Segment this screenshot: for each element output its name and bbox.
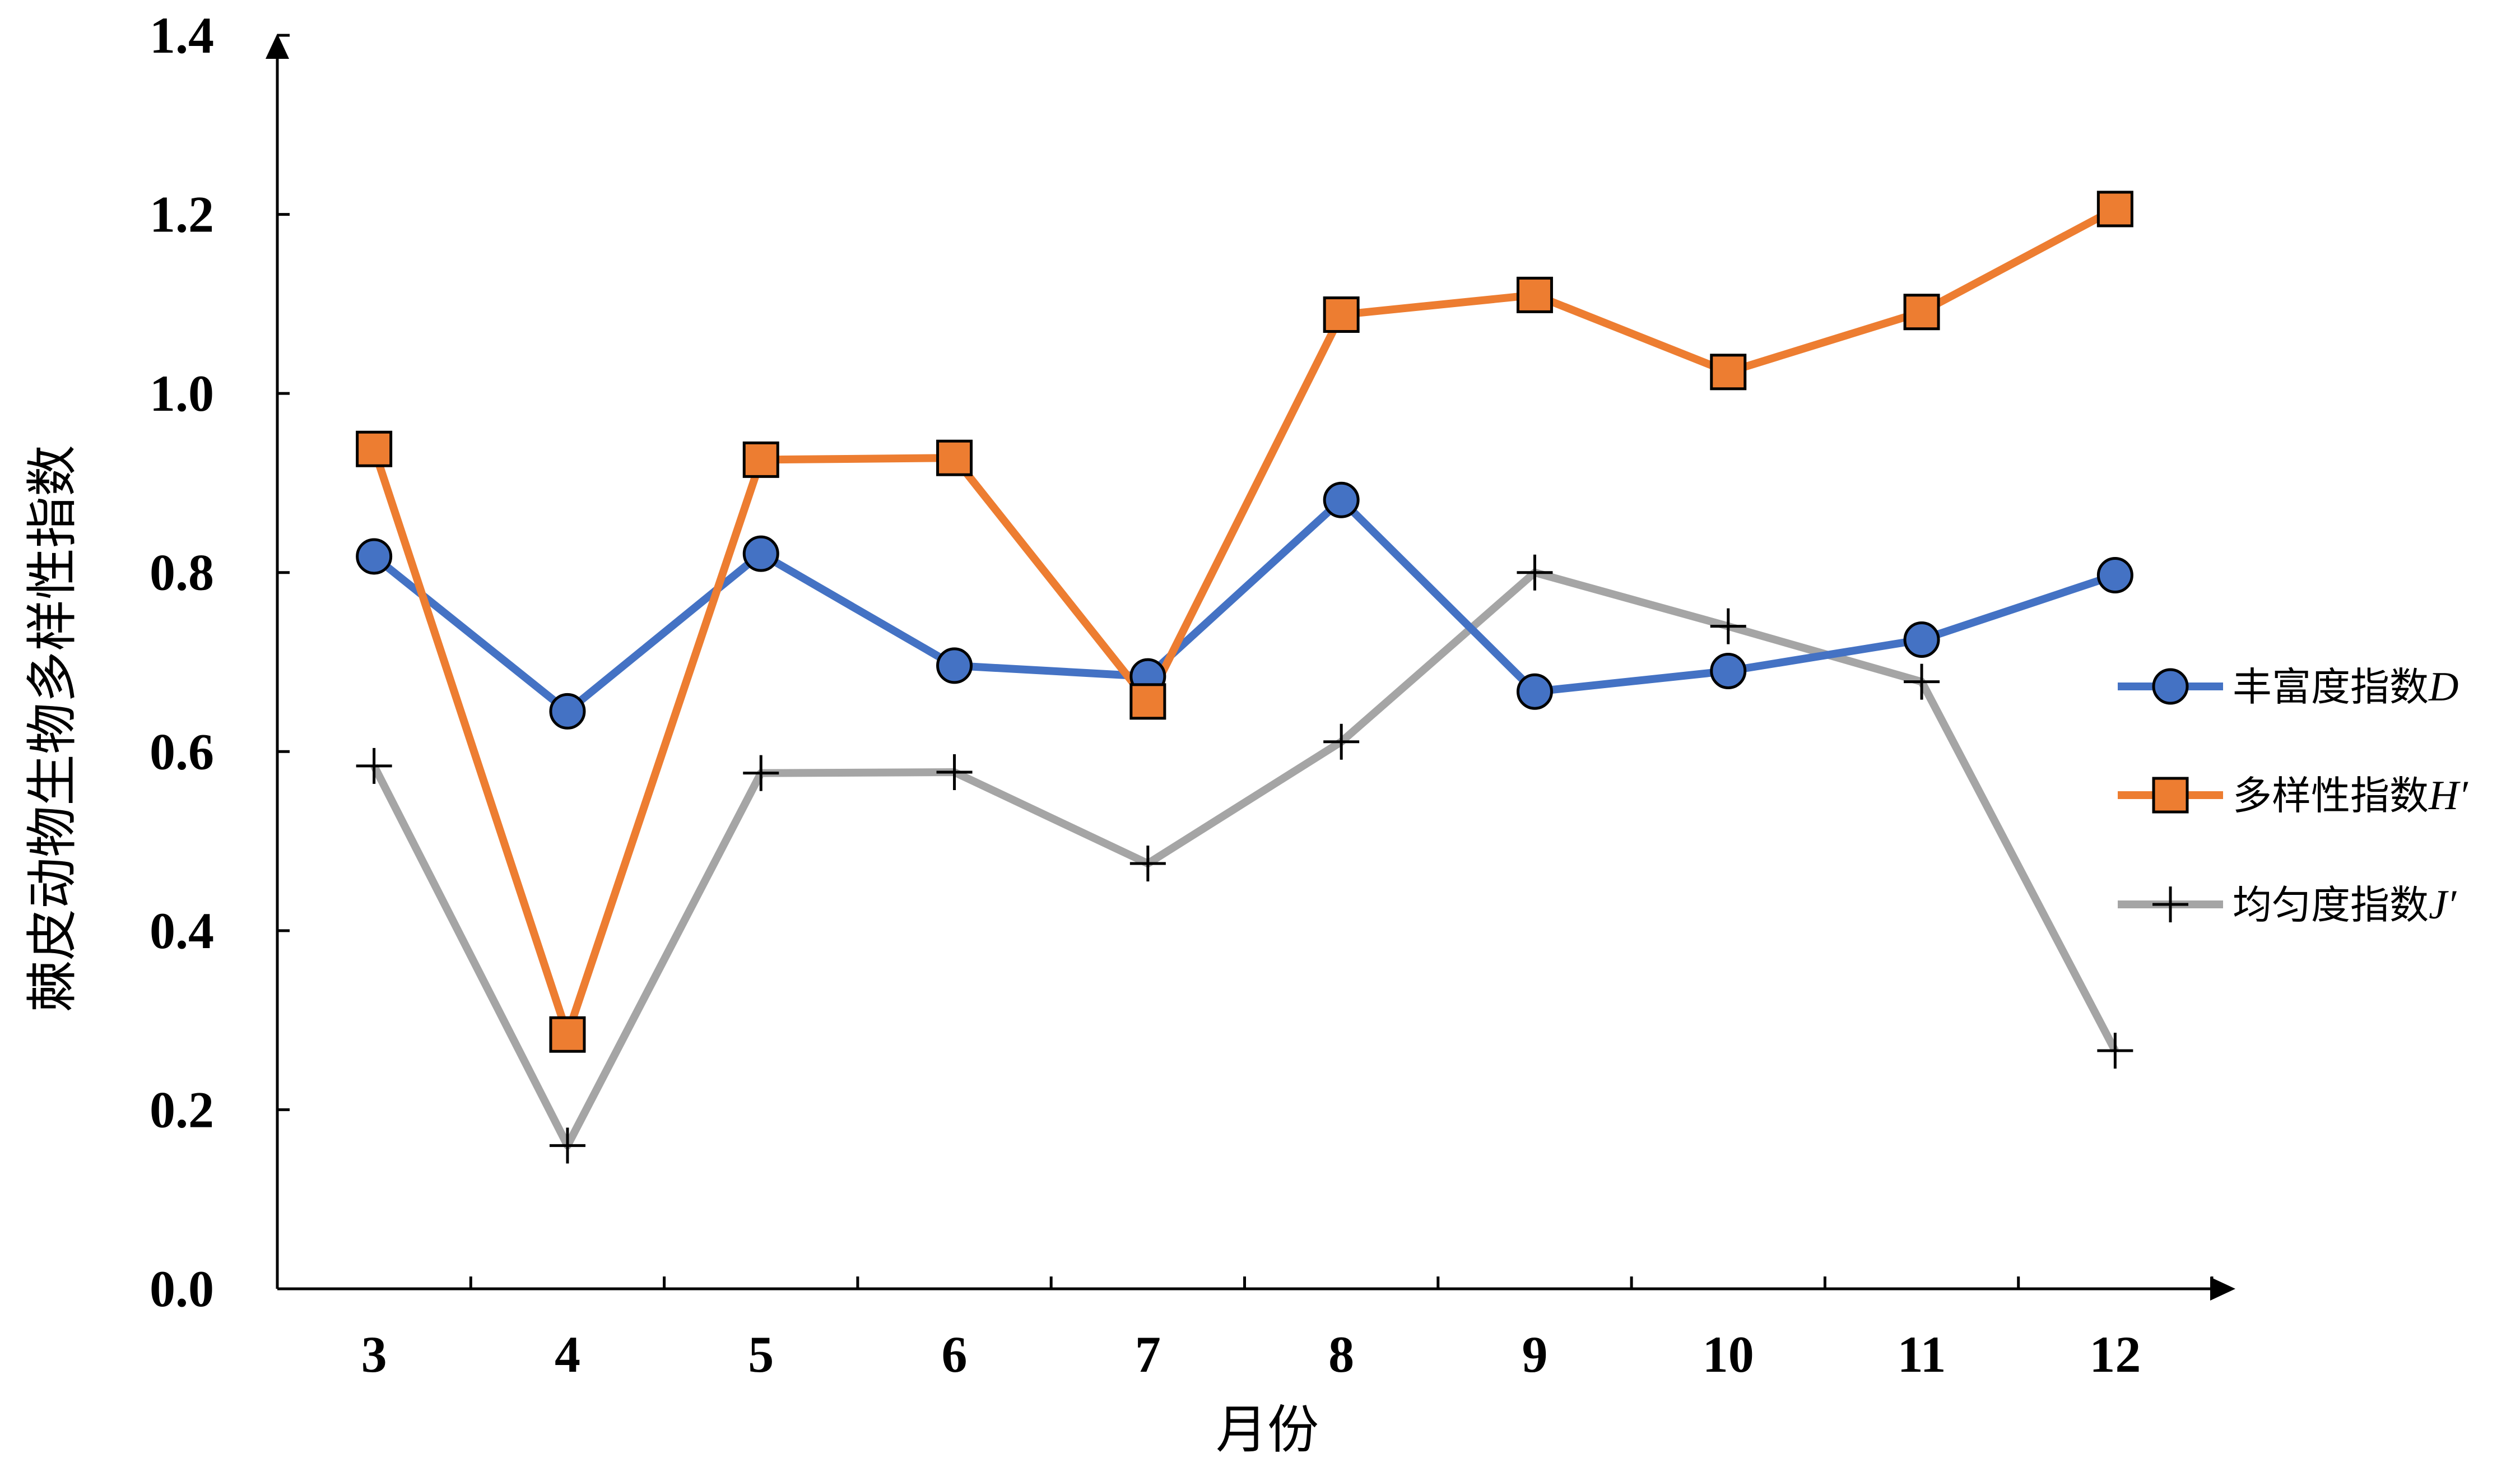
y-tick-label: 0.6 (150, 723, 214, 780)
data-point-circle (1323, 481, 1360, 518)
data-point-square (1903, 294, 1940, 331)
data-point-plus (1710, 608, 1746, 644)
legend: 丰富度指数D 多样性指数H′ 均匀度指数J′ (2118, 664, 2468, 928)
legend-item: 均匀度指数J′ (2118, 882, 2457, 928)
x-axis-arrow (2210, 1277, 2235, 1301)
data-point-plus (1904, 663, 1940, 700)
legend-marker-circle (2152, 668, 2189, 705)
data-point-plus (743, 755, 779, 791)
x-axis-ticks: 3 4 5 6 7 8 9 10 11 12 (361, 1276, 2214, 1383)
x-tick-label: 10 (1703, 1326, 1754, 1383)
x-tick-label: 5 (748, 1326, 774, 1383)
x-tick-label: 8 (1328, 1326, 1354, 1383)
data-point-plus (356, 748, 392, 784)
data-point-circle (549, 693, 586, 730)
y-axis-arrow (266, 34, 289, 59)
data-point-circle (1516, 673, 1553, 710)
x-tick-label: 11 (1898, 1326, 1946, 1383)
y-tick-label: 1.0 (150, 365, 214, 422)
series-markers (356, 191, 2133, 1164)
legend-label: 丰富度指数D (2233, 664, 2458, 710)
series-line-circle (371, 496, 2117, 716)
y-tick-label: 1.2 (150, 186, 214, 243)
legend-marker-square (2152, 777, 2189, 814)
x-tick-label: 6 (942, 1326, 968, 1383)
data-point-circle (1710, 652, 1747, 689)
series-line-square (370, 205, 2117, 1039)
data-point-plus (1517, 554, 1553, 591)
legend-label: 均匀度指数J′ (2233, 882, 2457, 928)
data-point-square (2096, 191, 2133, 228)
y-tick-label: 0.8 (150, 544, 214, 601)
data-point-plus (1323, 723, 1360, 760)
legend-label: 多样性指数H′ (2233, 773, 2468, 819)
y-tick-label: 0.4 (150, 902, 214, 959)
x-tick-label: 9 (1522, 1326, 1547, 1383)
data-point-circle (936, 647, 973, 684)
data-point-square (936, 439, 973, 476)
data-point-square (1129, 683, 1166, 720)
data-point-plus (2097, 1032, 2133, 1069)
legend-item: 丰富度指数D (2118, 664, 2458, 710)
data-point-square (1516, 276, 1553, 313)
data-point-circle (1903, 621, 1940, 658)
data-point-circle (742, 535, 779, 572)
y-axis-ticks: 0.0 0.2 0.4 0.6 0.8 1.0 1.2 1.4 (150, 7, 290, 1317)
y-axis-title: 棘皮动物生物多样性指数 (22, 445, 82, 1012)
axes (266, 34, 2235, 1301)
legend-marker-plus (2152, 886, 2188, 922)
data-point-square (742, 441, 779, 478)
data-point-plus (1129, 846, 1166, 882)
data-point-plus (549, 1127, 585, 1164)
x-tick-label: 3 (361, 1326, 387, 1383)
data-point-square (356, 430, 393, 467)
data-point-square (1710, 354, 1747, 391)
data-point-circle (356, 538, 393, 575)
x-axis-title: 月份 (1216, 1400, 1319, 1460)
x-tick-label: 12 (2089, 1326, 2141, 1383)
data-point-circle (2096, 557, 2133, 594)
series-lines (370, 205, 2119, 1150)
data-point-plus (936, 754, 973, 791)
data-point-square (1323, 296, 1360, 333)
x-tick-label: 4 (555, 1326, 580, 1383)
x-tick-label: 7 (1135, 1326, 1161, 1383)
legend-item: 多样性指数H′ (2118, 773, 2468, 819)
y-tick-label: 0.0 (150, 1260, 214, 1317)
y-tick-label: 0.2 (150, 1081, 214, 1138)
y-tick-label: 1.4 (150, 7, 214, 64)
data-point-square (549, 1016, 586, 1053)
